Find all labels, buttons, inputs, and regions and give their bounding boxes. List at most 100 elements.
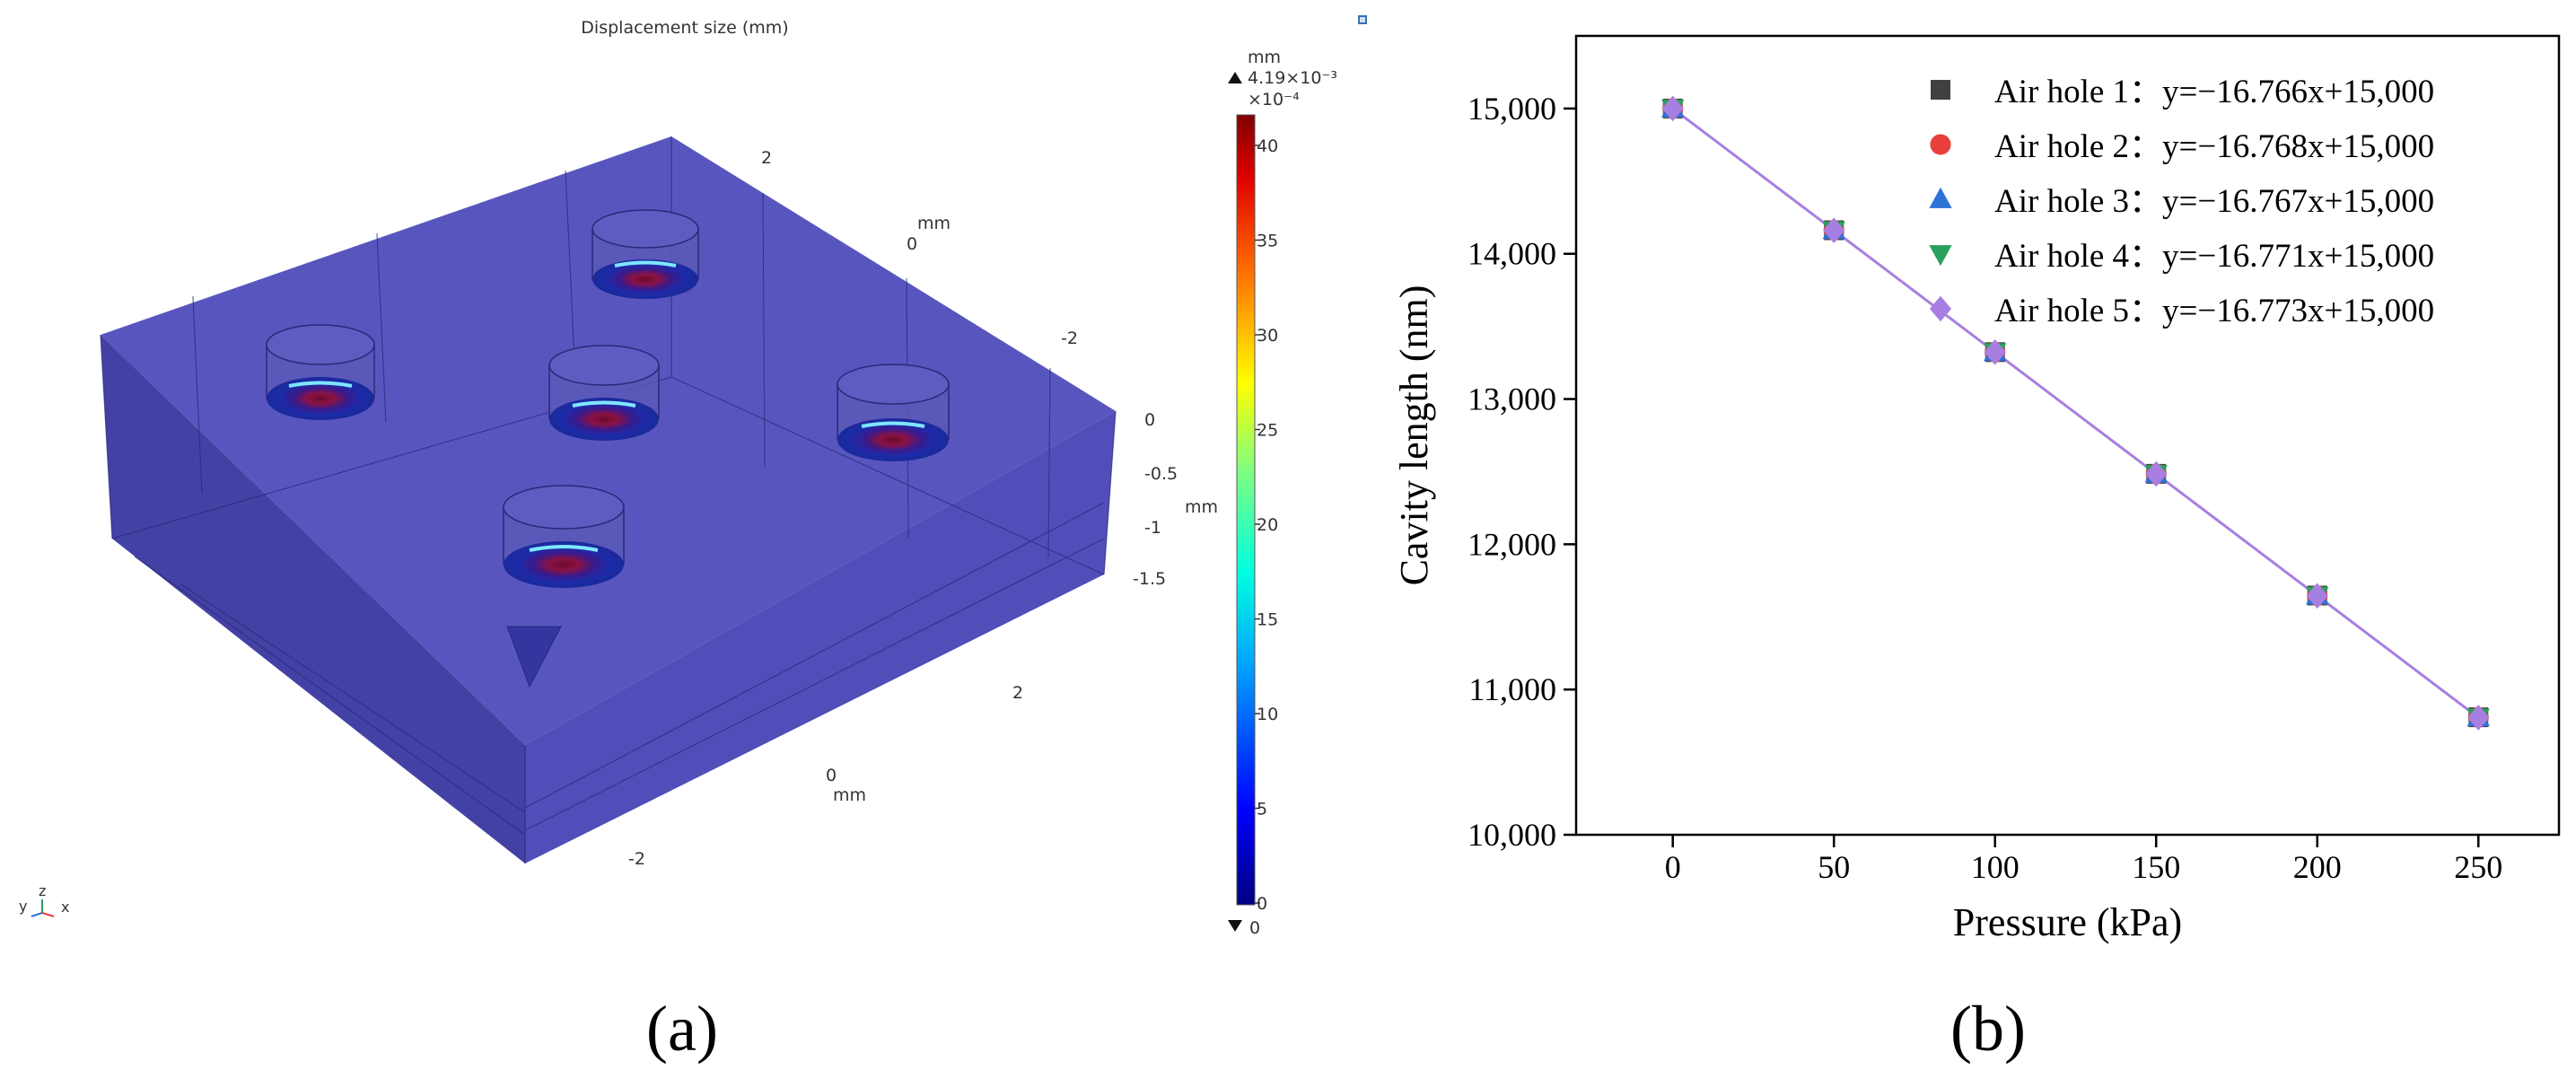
fit-line bbox=[1671, 107, 2480, 719]
legend: Air hole 1：y=−16.766x+15,000 Air hole 2：y… bbox=[1929, 74, 2434, 329]
air-hole-4 bbox=[837, 364, 950, 461]
colorbar-tick-label: 10 bbox=[1257, 705, 1278, 724]
y-tick-label: 12,000 bbox=[1468, 526, 1556, 562]
colorbar-tick-label: 40 bbox=[1257, 136, 1278, 156]
data-point-series-3 bbox=[1661, 96, 1685, 118]
data-point-series-1 bbox=[1985, 342, 2005, 363]
data-point-series-3 bbox=[2306, 583, 2329, 605]
data-point-series-2 bbox=[2145, 463, 2167, 485]
x-tick-label: 250 bbox=[2454, 849, 2502, 885]
legend-item-label: Air hole 4：y=−16.771x+15,000 bbox=[1994, 238, 2434, 275]
data-point-series-5 bbox=[1661, 95, 1684, 122]
z-tick-label: -1 bbox=[1144, 518, 1161, 538]
data-point-series-1 bbox=[1824, 220, 1844, 241]
z-tick-label: -0.5 bbox=[1144, 464, 1178, 484]
data-point-series-3 bbox=[1984, 340, 2007, 362]
data-point-series-5 bbox=[2467, 705, 2490, 731]
data-point-series-3 bbox=[1822, 218, 1845, 240]
y-tick-label: 14,000 bbox=[1468, 236, 1556, 272]
x-axis-label: Pressure (kPa) bbox=[1953, 900, 2182, 944]
air-hole-1 bbox=[266, 324, 375, 420]
data-point-series-5 bbox=[2145, 460, 2168, 487]
block-top-face bbox=[101, 136, 1116, 745]
data-point-series-1 bbox=[2307, 585, 2327, 606]
colorbar-min: 0 bbox=[1249, 918, 1260, 938]
x-tick-label: 2 bbox=[1012, 683, 1023, 703]
air-hole-5 bbox=[503, 485, 625, 588]
max-marker-icon bbox=[1228, 72, 1242, 83]
triad-z-label: z bbox=[39, 882, 46, 899]
colorbar-unit: mm bbox=[1248, 48, 1281, 67]
data-point-series-1 bbox=[1662, 98, 1683, 118]
z-tick-label: 0 bbox=[1144, 410, 1155, 430]
panel-a-figure: Displacement size (mm) bbox=[19, 15, 1367, 1065]
air-hole-3 bbox=[548, 345, 660, 441]
y-tick-label: 11,000 bbox=[1468, 671, 1556, 707]
data-point-series-4 bbox=[1984, 343, 2007, 364]
colorbar-scale: ×10⁻⁴ bbox=[1248, 90, 1300, 110]
data-point-series-4 bbox=[2466, 708, 2490, 730]
colorbar-max: 4.19×10⁻³ bbox=[1248, 68, 1337, 88]
y-tick-label: 2 bbox=[761, 148, 772, 168]
chart-axes: 0 50 100 150 200 250 10,000 11,000 12,000 13,000 1… bbox=[1468, 91, 2502, 885]
triad-x-label: x bbox=[61, 899, 69, 916]
panel-b-label: (b) bbox=[1950, 993, 2026, 1065]
view-icon bbox=[1358, 15, 1367, 24]
colorbar-tick-label: 35 bbox=[1257, 232, 1278, 251]
legend-marker-icon bbox=[1929, 295, 1952, 322]
colorbar-tick-label: 25 bbox=[1257, 421, 1278, 441]
legend-item-label: Air hole 5：y=−16.773x+15,000 bbox=[1994, 293, 2434, 329]
panel-a-title: Displacement size (mm) bbox=[581, 18, 788, 38]
x-tick-label: -2 bbox=[628, 849, 645, 869]
data-point-series-1 bbox=[2468, 707, 2489, 728]
legend-item-label: Air hole 2：y=−16.768x+15,000 bbox=[1994, 128, 2434, 165]
x-tick-label: 0 bbox=[826, 766, 837, 785]
data-point-series-5 bbox=[1823, 217, 1845, 243]
colorbar-ticks: 40 35 30 25 20 15 10 5 0 bbox=[1255, 136, 1278, 914]
x-tick-label: 50 bbox=[1818, 849, 1850, 885]
x-tick-label: 0 bbox=[1665, 849, 1681, 885]
legend-item-label: Air hole 3：y=−16.767x+15,000 bbox=[1994, 183, 2434, 220]
axis-triad: z y x bbox=[19, 882, 69, 917]
legend-marker-icon bbox=[1929, 245, 1952, 267]
y-tick-label: 10,000 bbox=[1468, 817, 1556, 853]
x-tick-label: 100 bbox=[1971, 849, 2020, 885]
x-tick-label: 200 bbox=[2293, 849, 2342, 885]
data-point-series-3 bbox=[2144, 461, 2168, 483]
y-unit-label: mm bbox=[917, 214, 951, 233]
y-tick-label: 0 bbox=[907, 234, 917, 254]
colorbar-tick-label: 15 bbox=[1257, 610, 1278, 630]
x-tick-label: 150 bbox=[2132, 849, 2180, 885]
colorbar-gradient bbox=[1236, 114, 1256, 906]
data-point-series-5 bbox=[1984, 338, 2006, 365]
legend-marker-icon bbox=[1930, 134, 1951, 155]
legend-marker-icon bbox=[1931, 80, 1950, 100]
legend-item-label: Air hole 1：y=−16.766x+15,000 bbox=[1994, 74, 2434, 110]
data-point-series-2 bbox=[2307, 585, 2328, 607]
panel-a-label: (a) bbox=[646, 993, 718, 1065]
data-point-series-2 bbox=[1985, 341, 2006, 363]
plot-frame bbox=[1574, 34, 2561, 837]
colorbar-tick-label: 30 bbox=[1257, 326, 1278, 346]
data-point-series-4 bbox=[2144, 465, 2168, 487]
block-right-face bbox=[525, 411, 1116, 863]
z-unit-label: mm bbox=[1185, 497, 1218, 517]
legend-marker-icon bbox=[1929, 187, 1952, 208]
data-point-series-2 bbox=[1662, 98, 1684, 119]
data-point-series-4 bbox=[1822, 221, 1845, 242]
data-point-series-2 bbox=[1823, 219, 1844, 241]
z-tick-label: -1.5 bbox=[1133, 569, 1166, 589]
min-marker-icon bbox=[1228, 920, 1242, 932]
data-point-series-4 bbox=[1661, 100, 1685, 121]
bottom-cone bbox=[506, 626, 562, 688]
y-tick-label: 15,000 bbox=[1468, 91, 1556, 127]
colorbar: mm 4.19×10⁻³ ×10⁻⁴ 40 35 30 25 20 15 10 5 0 0 bbox=[1228, 48, 1337, 938]
data-point-series-1 bbox=[2146, 463, 2167, 484]
triad-y-label: y bbox=[19, 898, 27, 915]
data-point-series-4 bbox=[2306, 586, 2329, 608]
colorbar-tick-label: 5 bbox=[1257, 800, 1267, 820]
data-points bbox=[1661, 95, 2490, 731]
colorbar-tick-label: 20 bbox=[1257, 515, 1278, 535]
y-tick-label: -2 bbox=[1061, 329, 1078, 348]
block-left-face bbox=[101, 335, 525, 863]
